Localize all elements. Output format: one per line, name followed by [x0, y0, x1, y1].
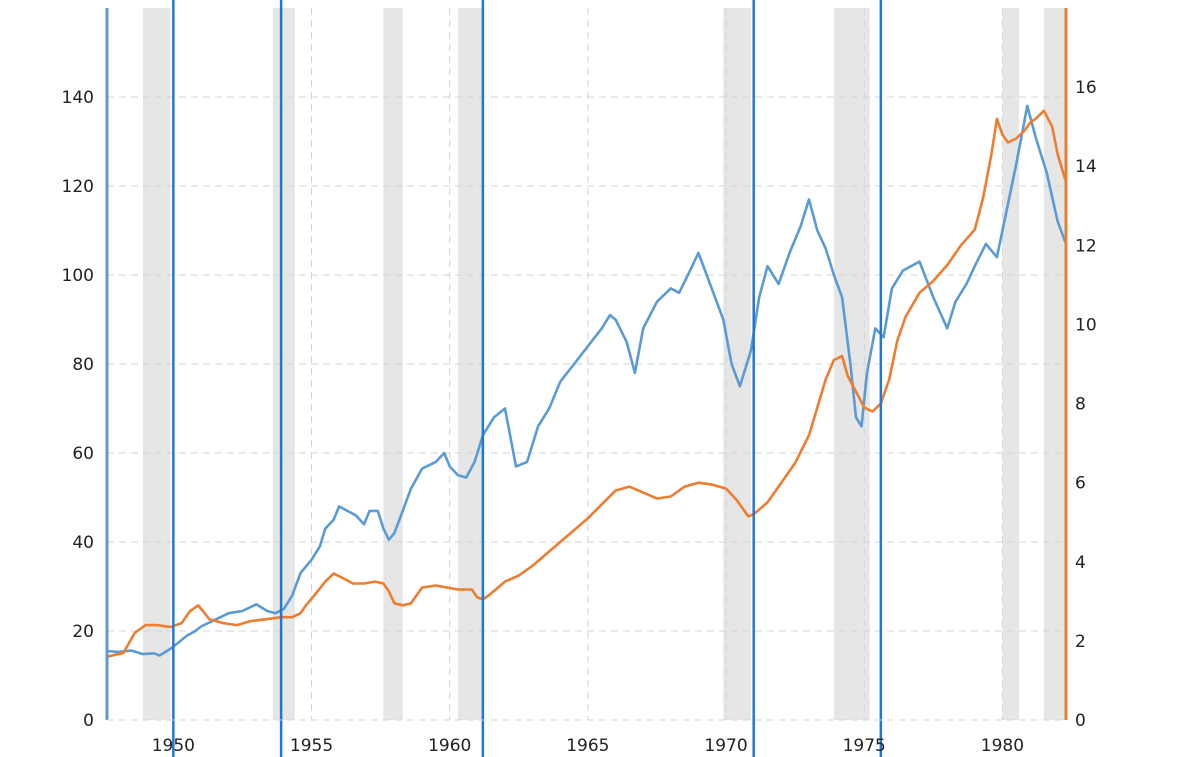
y-left-tick-label: 120: [62, 177, 94, 197]
x-tick-label: 1955: [290, 736, 333, 756]
y-left-tick-label: 20: [72, 622, 94, 642]
y-left-tick-label: 140: [62, 88, 94, 108]
x-tick-label: 1950: [152, 736, 195, 756]
x-tick-label: 1980: [981, 736, 1024, 756]
axes: [105, 8, 1068, 721]
y-right-tick-label: 2: [1075, 632, 1086, 652]
y-left-tick-label: 80: [72, 355, 94, 375]
x-tick-label: 1975: [843, 736, 886, 756]
y-left-tick-label: 100: [62, 266, 94, 286]
series-right-line: [105, 109, 1068, 659]
vertical-markers: [172, 0, 883, 757]
x-tick-label: 1965: [566, 736, 609, 756]
y-right-tick-label: 16: [1075, 78, 1097, 98]
y-right-tick-label: 10: [1075, 315, 1097, 335]
series-lines: [105, 104, 1068, 659]
y-right-tick-label: 0: [1075, 711, 1086, 731]
y-left-tick-label: 0: [83, 711, 94, 731]
y-right-tick-label: 14: [1075, 157, 1097, 177]
y-left-tick-label: 60: [72, 444, 94, 464]
y-right-tick-label: 12: [1075, 236, 1097, 256]
series-left-line: [105, 104, 1068, 657]
gridlines: [107, 8, 1066, 721]
y-right-tick-label: 4: [1075, 553, 1086, 573]
tick-labels: 0 20 40 60 80 100 120 140 0 2 4 6 8 10 12 14 16 1950 1955 1…: [62, 78, 1097, 756]
y-left-tick-label: 40: [72, 533, 94, 553]
y-right-tick-label: 6: [1075, 474, 1086, 494]
x-tick-label: 1970: [704, 736, 747, 756]
x-tick-label: 1960: [428, 736, 471, 756]
y-right-tick-label: 8: [1075, 395, 1086, 415]
